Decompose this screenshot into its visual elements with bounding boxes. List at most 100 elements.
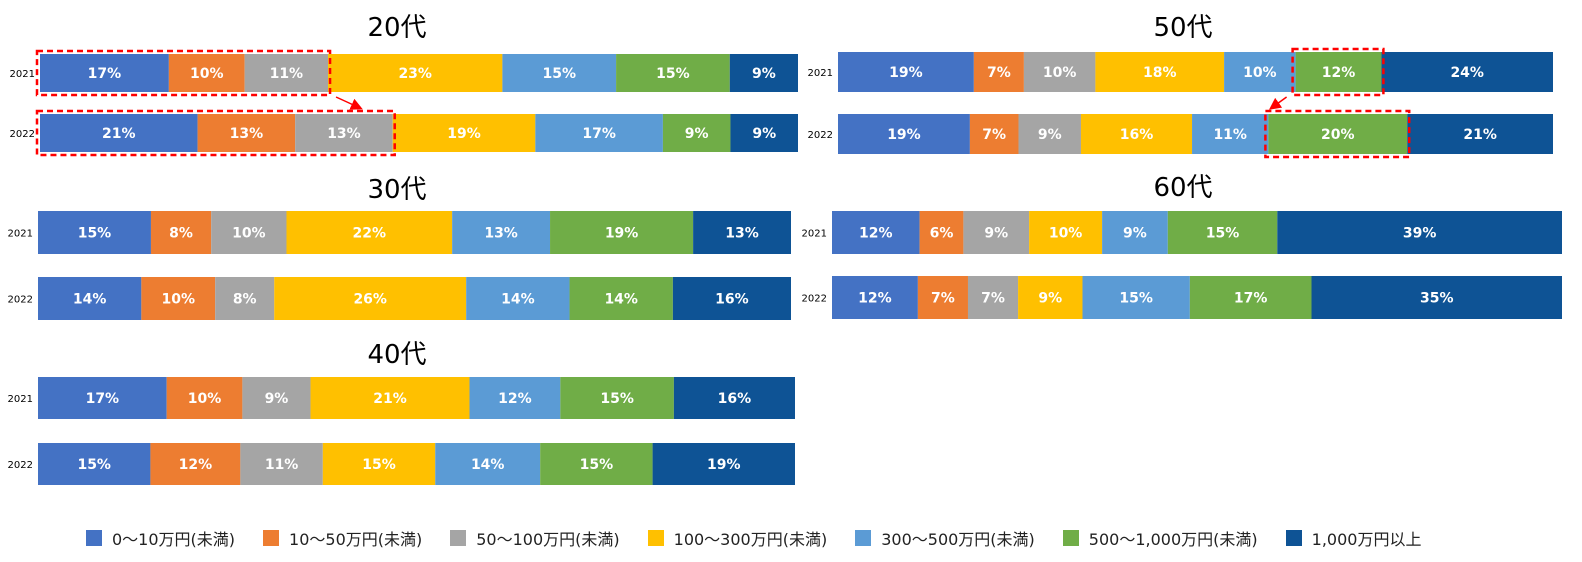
bar-segment — [310, 377, 470, 419]
bar-segment — [917, 276, 968, 319]
data-label: 22% — [353, 226, 387, 242]
data-label: 21% — [1463, 127, 1497, 143]
year-label: 2022 — [808, 130, 833, 141]
bar-segment — [242, 377, 311, 419]
change-arrow — [1268, 96, 1288, 110]
data-label: 9% — [265, 391, 289, 407]
legend-label: 10～50万円(未満) — [289, 530, 423, 549]
bar-segment — [1189, 276, 1312, 319]
bar-segment — [197, 114, 296, 152]
legend-label: 0～10万円(未満) — [112, 530, 236, 549]
bar-segment — [616, 54, 730, 92]
bar-segment — [469, 377, 561, 419]
bar-segment — [166, 377, 243, 419]
bar-segment — [211, 211, 287, 254]
data-label: 12% — [859, 226, 893, 242]
bar-segment — [502, 54, 617, 92]
panel-4: 60代 2021 12% 6% 9% 10% 9% 15% 39% 2022 12% 7% 7% 9% 15… — [802, 173, 1562, 319]
data-label: 7% — [931, 291, 955, 307]
year-label: 2021 — [10, 69, 35, 80]
bar-segment — [652, 443, 795, 485]
data-label: 11% — [270, 66, 304, 82]
bar-segment — [1311, 276, 1562, 319]
data-label: 15% — [1119, 291, 1153, 307]
data-label: 24% — [1450, 65, 1484, 81]
data-label: 26% — [353, 292, 387, 308]
year-label: 2021 — [802, 229, 827, 240]
panel-title: 50代 — [1153, 13, 1212, 43]
bar-segment — [1082, 276, 1190, 319]
bar-segment — [1018, 114, 1081, 154]
bar-segment — [963, 211, 1030, 254]
bar-segment — [168, 54, 245, 92]
data-label: 9% — [1038, 291, 1062, 307]
bar-segment — [560, 377, 674, 419]
data-label: 11% — [1213, 127, 1247, 143]
data-label: 10% — [188, 391, 222, 407]
legend-swatch — [86, 530, 102, 546]
bar-segment — [662, 114, 731, 152]
year-label: 2021 — [808, 68, 833, 79]
data-label: 15% — [600, 391, 634, 407]
data-label: 14% — [471, 457, 505, 473]
legend-swatch — [647, 530, 664, 546]
data-label: 10% — [1049, 226, 1083, 242]
data-label: 13% — [725, 226, 759, 242]
bar-segment — [215, 277, 275, 320]
data-label: 12% — [179, 457, 213, 473]
data-label: 12% — [858, 291, 892, 307]
data-label: 14% — [501, 292, 535, 308]
change-arrow — [335, 96, 363, 110]
bar-segment — [973, 52, 1024, 92]
data-label: 15% — [78, 226, 112, 242]
data-label: 21% — [373, 391, 407, 407]
bar-segment — [1029, 211, 1103, 254]
bar-segment — [1407, 114, 1553, 154]
year-label: 2022 — [8, 460, 33, 471]
bar-segment — [1277, 211, 1562, 254]
data-label: 15% — [1206, 226, 1240, 242]
bar-segment — [38, 443, 151, 485]
legend-swatch — [450, 530, 467, 546]
panel-2: 40代 2021 17% 10% 9% 21% 12% 15% 16% 2022 15% 12% 11%… — [8, 340, 795, 485]
data-label: 17% — [86, 391, 120, 407]
data-label: 9% — [1038, 127, 1062, 143]
data-label: 23% — [398, 66, 432, 82]
data-label: 17% — [1234, 291, 1268, 307]
data-label: 18% — [1143, 65, 1177, 81]
data-label: 7% — [987, 65, 1011, 81]
legend-swatch — [1062, 530, 1079, 546]
data-label: 15% — [77, 457, 111, 473]
bar-segment — [569, 277, 673, 320]
legend-item: 300～500万円(未満) — [855, 526, 1035, 550]
bar-segment — [150, 443, 241, 485]
data-label: 6% — [930, 226, 954, 242]
legend-label: 300～500万円(未満) — [881, 530, 1035, 549]
data-label: 39% — [1403, 226, 1437, 242]
data-label: 19% — [889, 65, 923, 81]
bar-segment — [38, 211, 151, 254]
panel-title: 30代 — [367, 175, 426, 205]
data-label: 15% — [656, 66, 690, 82]
data-label: 17% — [88, 66, 122, 82]
bar-segment — [38, 277, 142, 320]
bar-segment — [1080, 114, 1193, 154]
year-label: 2022 — [802, 294, 827, 305]
bar-segment — [672, 277, 791, 320]
year-label: 2022 — [8, 295, 33, 306]
bar-segment — [967, 276, 1019, 319]
legend-item: 50～100万円(未満) — [450, 526, 620, 550]
bar-segment — [1295, 52, 1382, 92]
legend-swatch — [263, 530, 280, 546]
data-label: 10% — [162, 292, 196, 308]
data-label: 12% — [1322, 65, 1356, 81]
panel-0: 20代 2021 17% 10% 11% 23% 15% 15% 9% 2022 21% 13% 13%… — [10, 13, 798, 157]
data-label: 35% — [1420, 291, 1454, 307]
bar-segment — [550, 211, 694, 254]
data-label: 7% — [981, 291, 1005, 307]
year-label: 2021 — [8, 394, 33, 405]
bar-segment — [452, 211, 551, 254]
legend-item: 100～300万円(未満) — [647, 526, 827, 550]
data-label: 14% — [604, 292, 638, 308]
